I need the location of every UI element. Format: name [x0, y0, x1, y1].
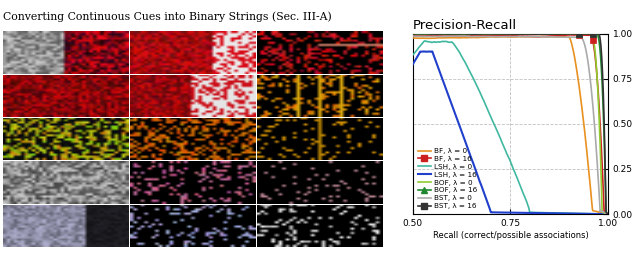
Legend: BF, λ = 0, BF, λ = 16, LSH, λ = 0, LSH, λ = 16, BOF, λ = 0, BOF, λ = 16, BST, λ : BF, λ = 0, BF, λ = 16, LSH, λ = 0, LSH, …	[417, 147, 479, 211]
X-axis label: Recall (correct/possible associations): Recall (correct/possible associations)	[433, 231, 588, 240]
Text: Precision-Recall: Precision-Recall	[413, 19, 517, 32]
Text: Converting Continuous Cues into Binary Strings (Sec. III-A): Converting Continuous Cues into Binary S…	[3, 12, 332, 22]
